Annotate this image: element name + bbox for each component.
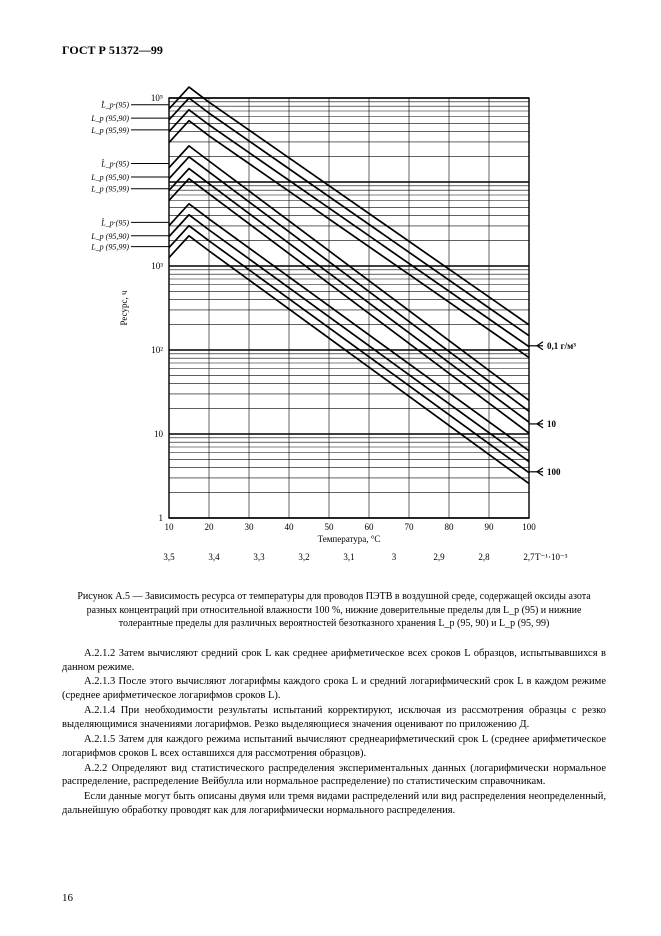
svg-text:1: 1 xyxy=(159,513,164,523)
paragraph: А.2.1.2 Затем вычисляют средний срок L к… xyxy=(62,647,606,675)
svg-text:L̂_p·(95): L̂_p·(95) xyxy=(100,217,129,227)
figure-caption: Рисунок А.5 — Зависимость ресурса от тем… xyxy=(62,590,606,631)
svg-text:10³: 10³ xyxy=(151,261,163,271)
svg-text:L_p (95,99): L_p (95,99) xyxy=(90,243,129,252)
svg-text:10²: 10² xyxy=(151,345,163,355)
svg-text:20: 20 xyxy=(205,522,215,532)
svg-text:70: 70 xyxy=(405,522,415,532)
caption-prefix: Рисунок А.5 — xyxy=(77,591,145,602)
svg-text:L̂_p·(95): L̂_p·(95) xyxy=(100,100,129,110)
caption-text: Зависимость ресурса от температуры для п… xyxy=(87,591,591,629)
svg-text:3,5: 3,5 xyxy=(163,552,175,562)
svg-text:3,2: 3,2 xyxy=(298,552,309,562)
svg-text:L_p (95,99): L_p (95,99) xyxy=(90,126,129,135)
svg-text:100: 100 xyxy=(547,467,561,477)
svg-text:3,1: 3,1 xyxy=(343,552,354,562)
svg-text:100: 100 xyxy=(522,522,536,532)
svg-text:2,9: 2,9 xyxy=(433,552,445,562)
svg-text:L̂_p·(95): L̂_p·(95) xyxy=(100,158,129,168)
svg-text:50: 50 xyxy=(325,522,335,532)
svg-text:3,3: 3,3 xyxy=(253,552,265,562)
svg-text:80: 80 xyxy=(445,522,455,532)
svg-text:3,4: 3,4 xyxy=(208,552,220,562)
paragraph: А.2.2 Определяют вид статистического рас… xyxy=(62,762,606,790)
svg-text:30: 30 xyxy=(245,522,255,532)
paragraph: А.2.1.4 При необходимости результаты исп… xyxy=(62,704,606,732)
svg-text:10: 10 xyxy=(547,419,557,429)
svg-text:Температура, °С: Температура, °С xyxy=(318,534,381,544)
svg-text:L_p (95,90): L_p (95,90) xyxy=(90,173,129,182)
paragraph: А.2.1.3 После этого вычисляют логарифмы … xyxy=(62,675,606,703)
svg-text:60: 60 xyxy=(365,522,375,532)
page-number: 16 xyxy=(62,891,73,906)
page-header: ГОСТ Р 51372—99 xyxy=(62,42,606,58)
svg-text:L_p (95,99): L_p (95,99) xyxy=(90,185,129,194)
svg-text:3: 3 xyxy=(392,552,397,562)
figure-a5-chart: 10 20 30 40 50 60 70 80 90 100 Температура, °С 3,5 3… xyxy=(89,76,579,576)
svg-text:90: 90 xyxy=(485,522,495,532)
paragraph: А.2.1.5 Затем для каждого режима испытан… xyxy=(62,733,606,761)
svg-text:40: 40 xyxy=(285,522,295,532)
svg-text:10: 10 xyxy=(154,429,164,439)
svg-text:0,1 г/м³: 0,1 г/м³ xyxy=(547,341,576,351)
svg-text:T⁻¹·10⁻³: T⁻¹·10⁻³ xyxy=(535,552,568,562)
svg-text:2,7: 2,7 xyxy=(523,552,535,562)
body-text: А.2.1.2 Затем вычисляют средний срок L к… xyxy=(62,647,606,818)
svg-text:L_p (95,90): L_p (95,90) xyxy=(90,232,129,241)
svg-text:Ресурс, ч: Ресурс, ч xyxy=(119,290,129,325)
paragraph: Если данные могут быть описаны двумя или… xyxy=(62,790,606,818)
svg-text:10: 10 xyxy=(165,522,175,532)
svg-text:2,8: 2,8 xyxy=(478,552,490,562)
chart-svg: 10 20 30 40 50 60 70 80 90 100 Температура, °С 3,5 3… xyxy=(89,76,579,576)
svg-text:10⁵: 10⁵ xyxy=(151,93,163,103)
svg-text:L_p (95,90): L_p (95,90) xyxy=(90,114,129,123)
